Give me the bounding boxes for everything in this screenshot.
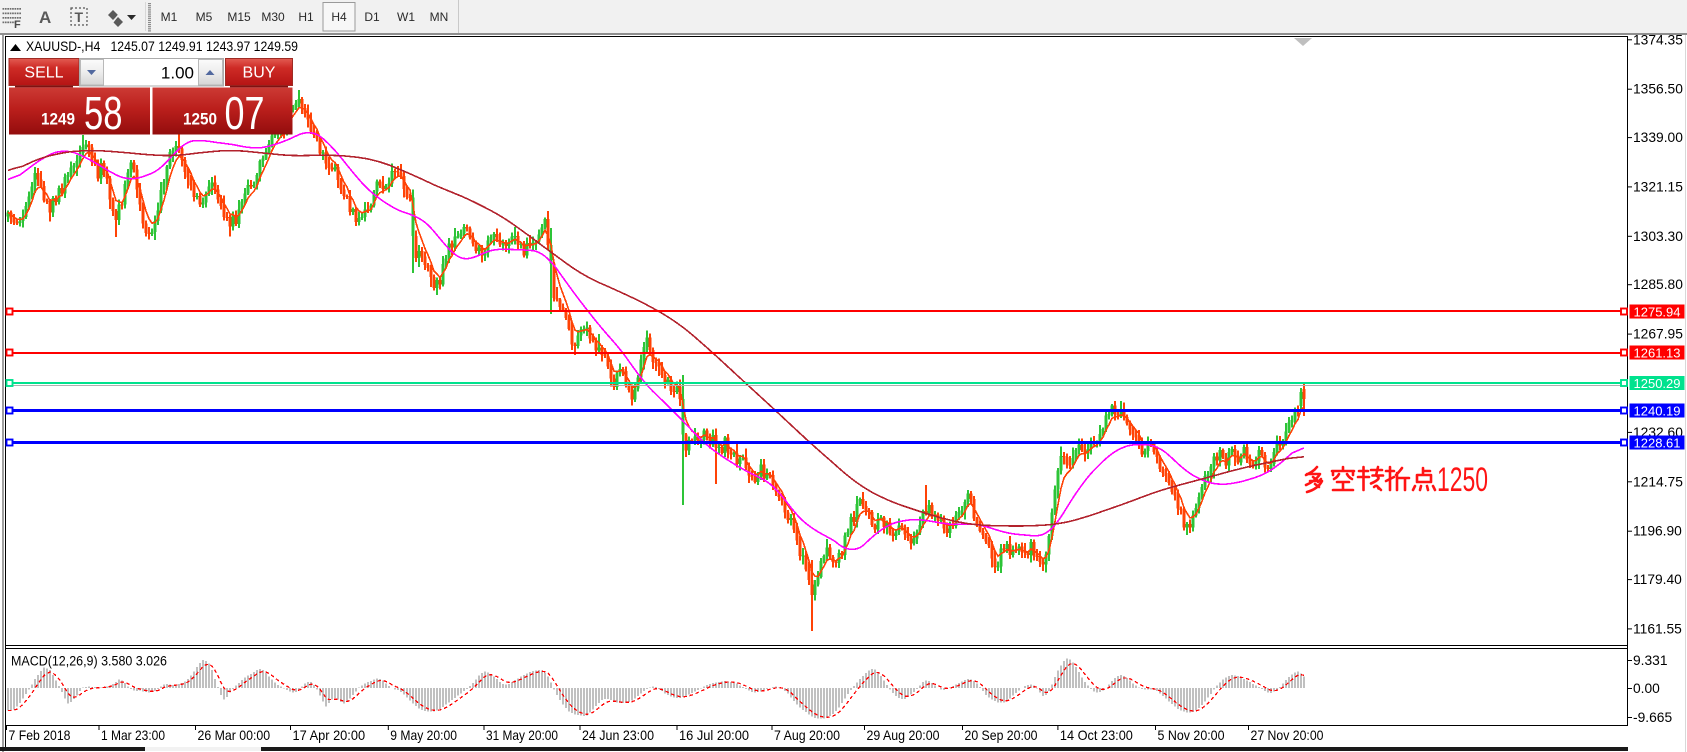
svg-text:1261.13: 1261.13 (1634, 346, 1681, 361)
svg-text:BUY: BUY (243, 65, 276, 82)
svg-text:20 Sep 20:00: 20 Sep 20:00 (965, 727, 1038, 743)
svg-text:1250: 1250 (183, 111, 217, 129)
svg-text:1.00: 1.00 (161, 64, 194, 83)
svg-text:27 Nov 20:00: 27 Nov 20:00 (1251, 727, 1324, 743)
svg-text:T: T (75, 9, 84, 25)
svg-text:1179.40: 1179.40 (1633, 572, 1682, 587)
svg-text:14 Oct 23:00: 14 Oct 23:00 (1060, 727, 1133, 743)
svg-text:16 Jul 20:00: 16 Jul 20:00 (679, 727, 749, 743)
svg-text:1275.94: 1275.94 (1634, 305, 1681, 320)
svg-text:24 Jun 23:00: 24 Jun 23:00 (582, 727, 654, 743)
svg-text:1267.95: 1267.95 (1633, 327, 1683, 342)
svg-text:1240.19: 1240.19 (1634, 404, 1681, 419)
svg-text:H1: H1 (298, 10, 314, 24)
svg-text:1285.80: 1285.80 (1633, 277, 1683, 292)
svg-text:9 May 20:00: 9 May 20:00 (390, 727, 457, 743)
svg-text:SELL: SELL (24, 65, 63, 82)
svg-text:17 Apr 20:00: 17 Apr 20:00 (293, 727, 366, 743)
svg-text:-9.665: -9.665 (1633, 710, 1672, 725)
svg-text:1214.75: 1214.75 (1633, 474, 1683, 489)
svg-text:A: A (39, 8, 51, 27)
svg-text:F: F (14, 19, 21, 31)
svg-text:58: 58 (84, 87, 123, 139)
svg-text:1 Mar 23:00: 1 Mar 23:00 (101, 727, 165, 743)
svg-text:1374.35: 1374.35 (1633, 32, 1683, 47)
svg-text:29 Aug 20:00: 29 Aug 20:00 (867, 727, 940, 743)
svg-text:7 Aug 20:00: 7 Aug 20:00 (774, 727, 840, 743)
svg-text:07: 07 (225, 87, 265, 139)
svg-text:M1: M1 (161, 10, 178, 24)
svg-text:1339.00: 1339.00 (1633, 130, 1683, 145)
svg-text:9.331: 9.331 (1633, 653, 1668, 668)
svg-text:1356.50: 1356.50 (1633, 82, 1683, 97)
svg-text:XAUUSD-,H4 1245.07 1249.91 1: XAUUSD-,H4 1245.07 1249.91 1243.97 1249.… (26, 38, 298, 54)
svg-text:0.00: 0.00 (1633, 681, 1660, 696)
svg-text:26 Mar 00:00: 26 Mar 00:00 (198, 727, 271, 743)
svg-text:1249: 1249 (41, 111, 75, 129)
svg-text:1250.29: 1250.29 (1634, 376, 1681, 391)
svg-text:5 Nov 20:00: 5 Nov 20:00 (1158, 727, 1225, 743)
svg-text:1321.15: 1321.15 (1633, 179, 1683, 194)
svg-text:MACD(12,26,9) 3.580 3.026: MACD(12,26,9) 3.580 3.026 (11, 654, 167, 669)
svg-text:H4: H4 (331, 10, 347, 24)
svg-text:1161.55: 1161.55 (1633, 621, 1682, 636)
svg-text:W1: W1 (397, 10, 415, 24)
svg-text:31 May 20:00: 31 May 20:00 (486, 727, 558, 743)
svg-text:M5: M5 (196, 10, 213, 24)
svg-text:D1: D1 (364, 10, 380, 24)
svg-text:1250: 1250 (1437, 461, 1488, 499)
svg-text:1303.30: 1303.30 (1633, 229, 1683, 244)
svg-text:M30: M30 (261, 10, 285, 24)
svg-text:M15: M15 (227, 10, 251, 24)
svg-text:7 Feb 2018: 7 Feb 2018 (9, 727, 71, 743)
svg-text:1228.61: 1228.61 (1634, 436, 1681, 451)
svg-text:1196.90: 1196.90 (1633, 524, 1682, 539)
svg-text:MN: MN (430, 10, 449, 24)
